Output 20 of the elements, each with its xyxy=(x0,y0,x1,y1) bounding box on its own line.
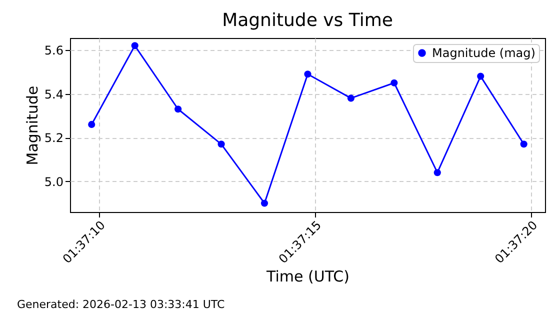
point xyxy=(260,200,268,207)
y-tick-label: 5.6 xyxy=(44,44,64,58)
point xyxy=(88,120,96,128)
point xyxy=(477,72,484,80)
chart-title: Magnitude vs Time xyxy=(222,10,393,31)
point xyxy=(347,94,354,102)
point xyxy=(174,106,182,113)
y-axis-title: Magnitude xyxy=(23,86,42,166)
point xyxy=(434,169,441,176)
point xyxy=(520,140,528,148)
y-tick-label: 5.2 xyxy=(44,131,64,146)
point xyxy=(390,79,398,86)
text: Generated: 2026-02-13 03:33:41 UTC xyxy=(17,298,225,311)
x-axis-title: Time (UTC) xyxy=(266,267,350,286)
point xyxy=(131,42,138,50)
y-tick-label: 5.4 xyxy=(44,87,64,102)
point xyxy=(218,140,225,148)
y-tick-label: 5.0 xyxy=(44,174,64,189)
legend-label: Magnitude (mag) xyxy=(432,46,536,60)
point xyxy=(304,70,312,78)
